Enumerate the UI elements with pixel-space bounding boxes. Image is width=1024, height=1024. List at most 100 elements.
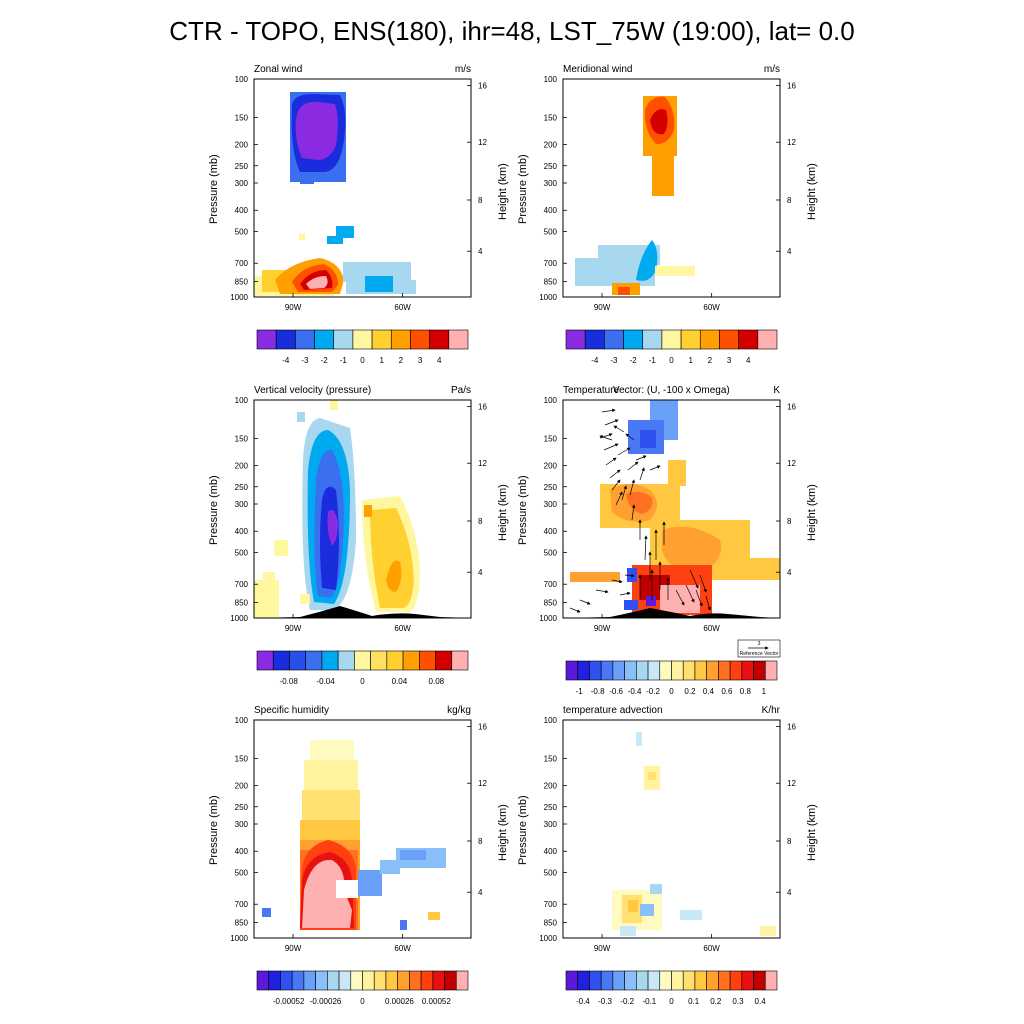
height-tick-label: 12 bbox=[478, 459, 487, 468]
colorbar-label: 0.2 bbox=[710, 997, 722, 1006]
colorbar-swatch bbox=[589, 660, 602, 681]
colorbar-swatch bbox=[275, 329, 296, 350]
advection-field bbox=[612, 732, 776, 936]
field-cell bbox=[262, 908, 271, 917]
pressure-tick-label: 400 bbox=[544, 527, 558, 536]
reference-vector-value: 3 bbox=[758, 641, 761, 647]
colorbar-swatch bbox=[584, 329, 605, 350]
colorbar-swatch bbox=[753, 660, 766, 681]
pressure-tick-label: 200 bbox=[235, 782, 249, 791]
lon-tick-label: 90W bbox=[285, 624, 302, 633]
pressure-tick-label: 200 bbox=[544, 141, 558, 150]
colorbar-swatch bbox=[386, 650, 404, 671]
colorbar-swatch bbox=[321, 650, 339, 671]
axis-ylabel-height: Height (km) bbox=[497, 163, 509, 220]
field-cell bbox=[650, 884, 662, 894]
wind-vector bbox=[579, 599, 591, 605]
field-cell bbox=[640, 904, 654, 916]
plot-frame bbox=[562, 78, 781, 298]
pressure-tick-label: 250 bbox=[235, 803, 249, 812]
pressure-tick-label: 150 bbox=[235, 434, 249, 443]
field-cell bbox=[343, 262, 411, 282]
colorbar-swatch bbox=[671, 970, 684, 991]
pressure-tick-label: 250 bbox=[544, 803, 558, 812]
field-cell bbox=[660, 585, 700, 613]
colorbar-swatch bbox=[256, 650, 274, 671]
wind-vector bbox=[619, 591, 631, 596]
colorbar-swatch bbox=[315, 970, 328, 991]
wind-vector bbox=[629, 479, 635, 496]
pressure-tick-label: 850 bbox=[235, 278, 249, 287]
lon-tick-label: 60W bbox=[394, 303, 411, 312]
pressure-tick-label: 250 bbox=[235, 483, 249, 492]
field-contour bbox=[295, 101, 338, 160]
colorbar-swatch bbox=[694, 970, 707, 991]
panel-title-omega: Vertical velocity (pressure) bbox=[254, 385, 372, 396]
figure-title: CTR - TOPO, ENS(180), ihr=48, LST_75W (1… bbox=[169, 16, 855, 46]
pressure-tick-label: 250 bbox=[544, 483, 558, 492]
colorbar-swatch bbox=[451, 650, 469, 671]
panel-title-temperature: Temperature bbox=[563, 385, 620, 396]
colorbar-swatch bbox=[362, 970, 375, 991]
lon-tick-label: 60W bbox=[703, 624, 720, 633]
field-cell bbox=[300, 594, 310, 604]
field-cell bbox=[263, 572, 275, 582]
pressure-tick-label: 100 bbox=[235, 716, 249, 725]
colorbar-label: -0.1 bbox=[642, 997, 656, 1006]
colorbar-swatch bbox=[303, 970, 316, 991]
panel-title-humidity: Specific humidity bbox=[254, 705, 330, 716]
pressure-tick-label: 300 bbox=[235, 179, 249, 188]
pressure-tick-label: 1000 bbox=[230, 614, 248, 623]
height-tick-label: 8 bbox=[787, 837, 792, 846]
field-cell bbox=[570, 572, 620, 582]
colorbar-swatch bbox=[642, 329, 663, 350]
pressure-tick-label: 150 bbox=[235, 754, 249, 763]
colorbar-label: 0.3 bbox=[732, 997, 744, 1006]
wind-vector bbox=[615, 491, 623, 506]
pressure-tick-label: 100 bbox=[544, 75, 558, 84]
pressure-tick-label: 100 bbox=[544, 716, 558, 725]
wind-vector bbox=[599, 433, 613, 439]
pressure-tick-label: 300 bbox=[544, 179, 558, 188]
field-cell bbox=[627, 568, 637, 582]
pressure-tick-label: 500 bbox=[544, 227, 558, 236]
field-cell bbox=[400, 920, 407, 930]
colorbar-swatch bbox=[390, 329, 411, 350]
colorbar-swatch bbox=[432, 970, 445, 991]
pressure-tick-label: 400 bbox=[235, 847, 249, 856]
height-tick-label: 16 bbox=[478, 403, 487, 412]
colorbar-swatch bbox=[352, 329, 373, 350]
terrain bbox=[563, 608, 780, 618]
axis-ylabel-height: Height (km) bbox=[497, 804, 509, 861]
colorbar-label: 3 bbox=[727, 356, 732, 365]
colorbar-swatch bbox=[327, 970, 340, 991]
colorbar-label: -0.00026 bbox=[310, 997, 342, 1006]
wind-vector bbox=[621, 485, 627, 501]
colorbar-swatch bbox=[659, 970, 672, 991]
field-cell bbox=[648, 772, 656, 780]
pressure-tick-label: 1000 bbox=[230, 293, 248, 302]
colorbar-label: -0.00052 bbox=[273, 997, 305, 1006]
colorbar-swatch bbox=[565, 660, 579, 681]
colorbar-label: 0 bbox=[669, 356, 674, 365]
axis-ylabel-height: Height (km) bbox=[497, 484, 509, 541]
pressure-tick-label: 250 bbox=[235, 162, 249, 171]
colorbar-swatch bbox=[661, 329, 682, 350]
colorbar-swatch bbox=[624, 970, 637, 991]
wind-vector bbox=[603, 443, 619, 451]
height-tick-label: 12 bbox=[787, 779, 796, 788]
wind-vector bbox=[605, 457, 617, 466]
colorbar-swatch bbox=[623, 329, 644, 350]
wind-vector bbox=[705, 595, 711, 611]
colorbar-swatch bbox=[448, 329, 469, 350]
colorbar-swatch bbox=[419, 650, 436, 671]
lon-tick-label: 90W bbox=[594, 303, 611, 312]
colorbar-swatch bbox=[706, 970, 719, 991]
wind-vector bbox=[649, 465, 661, 471]
field-contour bbox=[327, 509, 338, 546]
field-cell bbox=[760, 926, 776, 936]
lon-tick-label: 60W bbox=[703, 303, 720, 312]
field-cell bbox=[668, 460, 686, 486]
colorbar-label: 0 bbox=[360, 356, 365, 365]
colorbar-label: 0.08 bbox=[429, 677, 445, 686]
